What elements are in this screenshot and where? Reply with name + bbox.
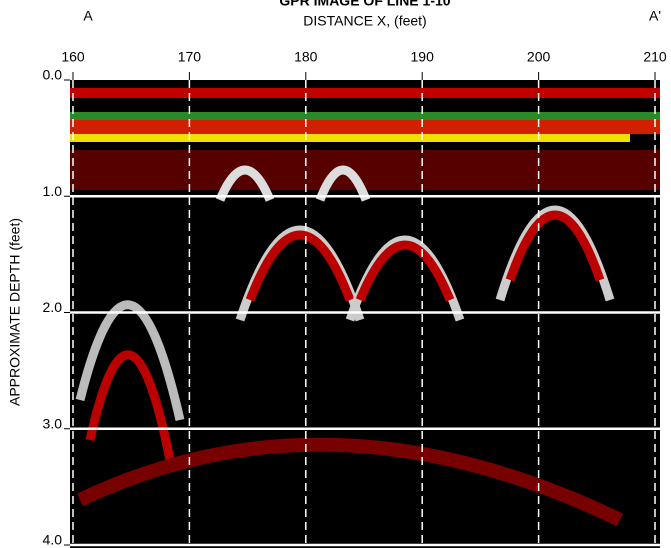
decoration <box>70 134 630 142</box>
y-tick-label: 3.0 <box>43 415 63 431</box>
y-tick-label: 4.0 <box>43 532 63 548</box>
x-tick-label: 170 <box>178 49 202 65</box>
y-axis-label: APPROXIMATE DEPTH (feet) <box>7 218 23 406</box>
decoration <box>70 112 660 120</box>
decoration <box>70 88 660 98</box>
x-tick-label: 180 <box>294 49 318 65</box>
y-tick-label: 2.0 <box>43 299 63 315</box>
y-tick-label: 0.0 <box>43 67 63 83</box>
x-tick-label: 190 <box>411 49 435 65</box>
x-tick-label: 160 <box>61 49 85 65</box>
decoration <box>70 150 660 190</box>
chart-title: GPR IMAGE OF LINE 1-10 <box>279 0 450 9</box>
x-tick-label: 200 <box>527 49 551 65</box>
right-marker: A' <box>649 8 661 24</box>
y-tick-label: 1.0 <box>43 183 63 199</box>
radargram <box>70 80 660 548</box>
left-marker: A <box>83 8 93 24</box>
x-tick-label: 210 <box>643 49 667 65</box>
decoration <box>75 165 624 527</box>
x-axis-label: DISTANCE X, (feet) <box>303 13 426 29</box>
decoration <box>70 120 660 134</box>
